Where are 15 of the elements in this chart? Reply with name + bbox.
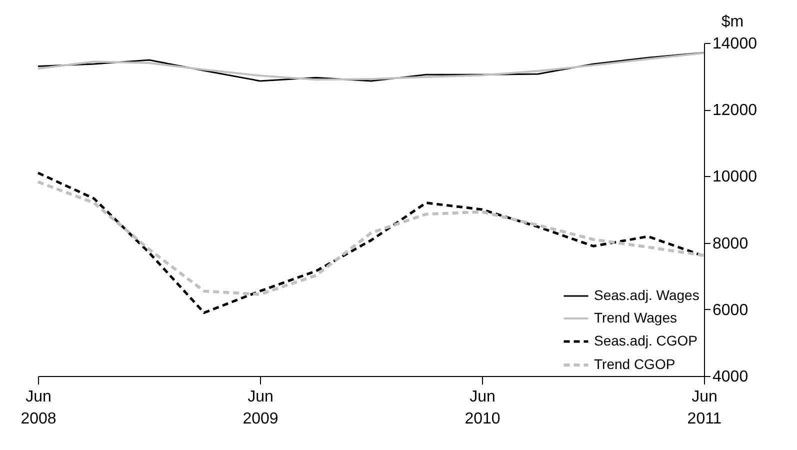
legend-label: Trend CGOP [594, 356, 676, 372]
x-tick-label: Jun 2009 [242, 388, 278, 428]
legend-label: Trend Wages [594, 310, 677, 326]
x-tick-label: Jun 2008 [20, 388, 56, 428]
x-tick-label: Jun 2010 [464, 388, 500, 428]
legend-label: Seas.adj. CGOP [594, 332, 698, 348]
y-tick-label: 12000 [712, 102, 758, 120]
x-tick-label: Jun 2011 [687, 388, 722, 428]
legend-label: Seas.adj. Wages [594, 287, 700, 303]
y-tick-label: 8000 [712, 235, 748, 252]
y-axis-title: $m [721, 14, 744, 30]
y-tick-label: 10000 [712, 168, 758, 186]
y-tick-label: 14000 [712, 36, 758, 52]
y-tick-label: 4000 [712, 368, 748, 386]
y-tick-label: 6000 [712, 302, 748, 319]
